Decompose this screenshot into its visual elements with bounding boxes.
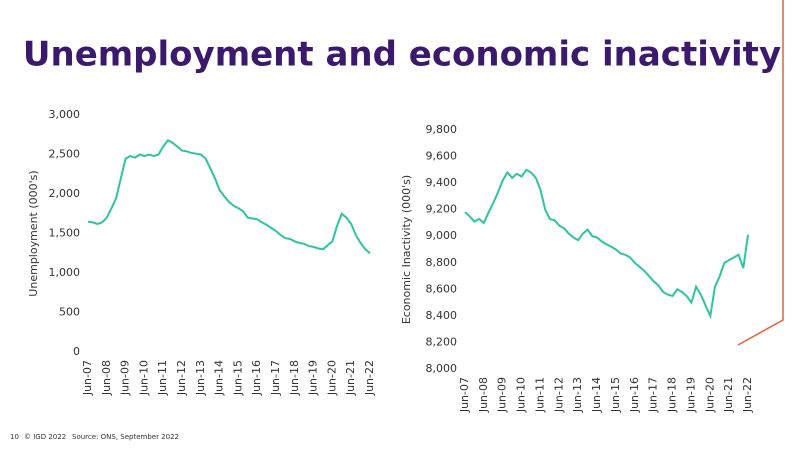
x-tick-label: Jun-17 — [647, 377, 660, 413]
x-tick-label: Jun-09 — [119, 360, 132, 396]
y-tick-label: 9,000 — [426, 229, 458, 242]
y-tick-label: 9,600 — [426, 150, 458, 163]
y-tick-label: 9,200 — [426, 203, 458, 216]
page-number: 10 — [10, 433, 19, 441]
y-axis-label: Economic Inactivity (000's) — [400, 175, 413, 324]
x-tick-label: Jun-16 — [250, 360, 263, 396]
y-tick-label: 1,500 — [49, 227, 81, 240]
y-tick-label: 8,800 — [426, 256, 458, 269]
copyright: © IGD 2022 — [24, 433, 66, 441]
x-tick-label: Jun-19 — [684, 377, 697, 413]
x-tick-label: Jun-12 — [552, 377, 565, 413]
x-tick-label: Jun-12 — [175, 360, 188, 396]
y-tick-label: 2,500 — [49, 148, 81, 161]
data-line — [87, 139, 371, 255]
x-tick-label: Jun-22 — [741, 377, 754, 413]
x-tick-label: Jun-20 — [703, 377, 716, 413]
x-tick-label: Jun-14 — [213, 360, 226, 396]
decoration — [737, 0, 784, 346]
x-tick-label: Jun-18 — [666, 377, 679, 413]
y-tick-label: 3,000 — [49, 108, 81, 121]
x-tick-label: Jun-08 — [100, 360, 113, 396]
x-tick-label: Jun-08 — [477, 377, 490, 413]
data-line — [464, 168, 749, 320]
x-tick-label: Jun-13 — [571, 377, 584, 413]
y-tick-label: 500 — [59, 306, 80, 319]
x-tick-label: Jun-21 — [344, 360, 357, 396]
x-tick-label: Jun-19 — [307, 360, 320, 396]
x-tick-label: Jun-11 — [156, 360, 169, 396]
x-tick-label: Jun-15 — [609, 377, 622, 413]
x-tick-label: Jun-10 — [137, 360, 150, 396]
x-tick-label: Jun-13 — [194, 360, 207, 396]
x-tick-label: Jun-07 — [458, 377, 471, 413]
y-tick-label: 8,000 — [426, 362, 458, 375]
y-tick-label: 8,600 — [426, 282, 458, 295]
source: Source: ONS, September 2022 — [72, 433, 179, 441]
x-tick-label: Jun-07 — [81, 360, 94, 396]
y-tick-label: 9,400 — [426, 176, 458, 189]
y-tick-label: 8,400 — [426, 309, 458, 322]
slide-title: Unemployment and economic inactivity — [23, 35, 781, 75]
x-tick-label: Jun-14 — [590, 377, 603, 413]
x-tick-label: Jun-21 — [722, 377, 735, 413]
x-tick-label: Jun-22 — [363, 360, 376, 396]
y-axis-label: Unemployment (000's) — [27, 170, 40, 296]
y-tick-label: 8,200 — [426, 335, 458, 348]
y-tick-label: 2,000 — [49, 187, 81, 200]
x-tick-label: Jun-11 — [533, 377, 546, 413]
y-tick-label: 1,000 — [49, 266, 81, 279]
x-tick-label: Jun-17 — [269, 360, 282, 396]
y-tick-label: 0 — [73, 345, 80, 358]
x-tick-label: Jun-20 — [325, 360, 338, 396]
x-tick-label: Jun-09 — [496, 377, 509, 413]
x-tick-label: Jun-15 — [231, 360, 244, 396]
x-tick-label: Jun-16 — [628, 377, 641, 413]
x-tick-label: Jun-18 — [288, 360, 301, 396]
x-tick-label: Jun-10 — [515, 377, 528, 413]
y-tick-label: 9,800 — [426, 123, 458, 136]
